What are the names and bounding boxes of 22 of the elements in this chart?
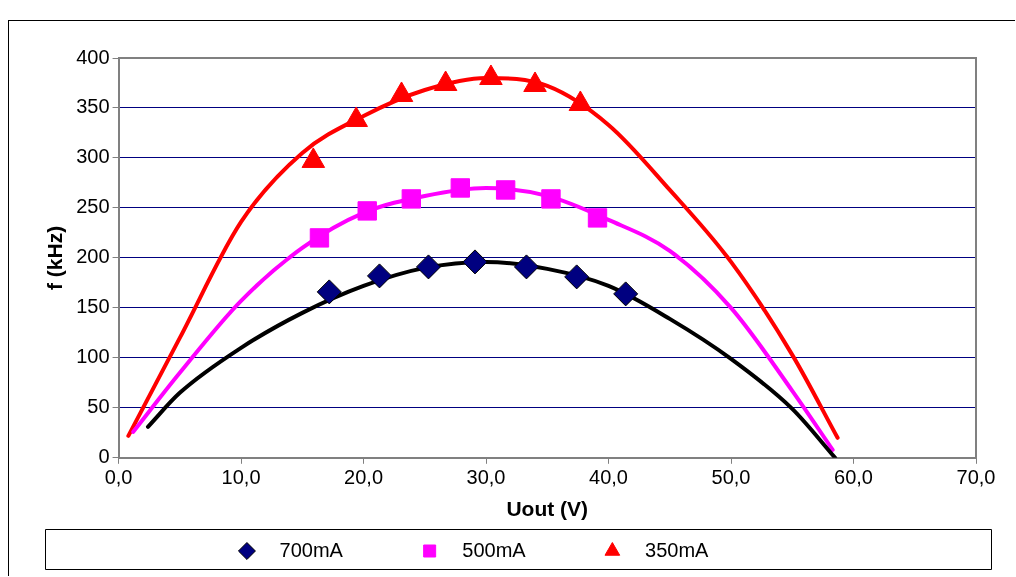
y-tick-label: 400	[76, 45, 110, 68]
legend-label: 500mA	[445, 538, 592, 561]
y-tick-label: 200	[76, 245, 110, 268]
y-tick-label: 300	[76, 145, 110, 168]
x-tick-label: 70,0	[956, 466, 996, 489]
x-tick-label: 0,0	[104, 466, 133, 489]
y-tick-label: 250	[76, 195, 110, 218]
y-tick-label: 150	[76, 295, 110, 318]
y-tick-label: 50	[87, 395, 110, 418]
y-axis-title: f (kHz)	[43, 225, 67, 290]
legend-label: 350mA	[628, 538, 774, 561]
y-tick-label: 350	[76, 95, 110, 118]
legend-label: 700mA	[262, 538, 409, 561]
y-tick-label: 100	[76, 345, 110, 368]
x-tick-label: 30,0	[466, 466, 506, 489]
x-tick-label: 40,0	[589, 466, 628, 489]
x-axis-title: Uout (V)	[506, 497, 589, 521]
x-tick-label: 10,0	[221, 466, 261, 489]
x-tick-label: 60,0	[834, 466, 873, 489]
x-tick-label: 20,0	[344, 466, 384, 489]
x-tick-label: 50,0	[711, 466, 751, 489]
y-tick-label: 0	[98, 445, 110, 468]
